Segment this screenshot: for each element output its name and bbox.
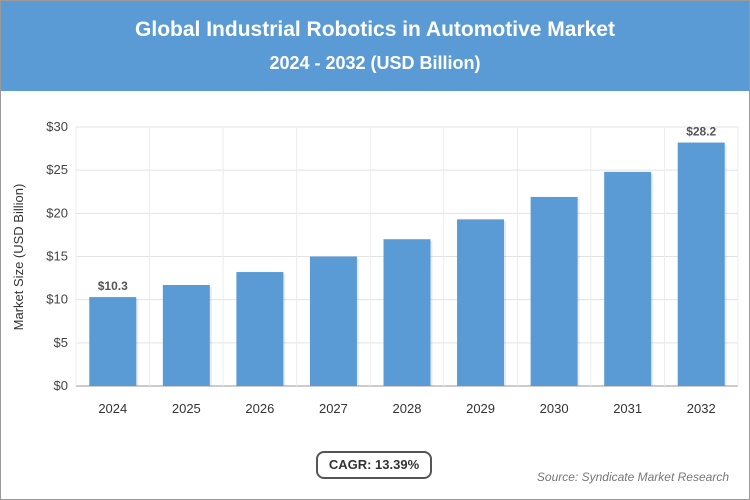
bar-2024 <box>89 297 137 386</box>
bar-2030 <box>530 196 578 386</box>
x-tick-label: 2032 <box>687 401 716 416</box>
y-tick-label: $30 <box>46 119 68 134</box>
bar-2031 <box>604 171 652 386</box>
bar-2028 <box>383 239 431 386</box>
chart-header: Global Industrial Robotics in Automotive… <box>1 1 749 91</box>
x-tick-label: 2024 <box>98 401 127 416</box>
x-tick-label: 2029 <box>466 401 495 416</box>
y-tick-label: $10 <box>46 292 68 307</box>
bar-2032 <box>677 142 725 386</box>
data-label: $10.3 <box>98 279 128 293</box>
y-tick-label: $0 <box>54 378 68 393</box>
x-tick-label: 2026 <box>245 401 274 416</box>
bar-2025 <box>162 284 210 386</box>
y-tick-label: $15 <box>46 249 68 264</box>
chart-title: Global Industrial Robotics in Automotive… <box>135 18 615 41</box>
source-note: Source: Syndicate Market Research <box>536 470 729 484</box>
bar-2027 <box>309 256 357 386</box>
bar-2026 <box>236 272 284 386</box>
x-tick-label: 2030 <box>540 401 569 416</box>
bar-2029 <box>457 219 505 386</box>
y-tick-label: $25 <box>46 162 68 177</box>
y-tick-label: $20 <box>46 205 68 220</box>
chart-subtitle: 2024 - 2032 (USD Billion) <box>269 53 481 73</box>
x-tick-label: 2027 <box>319 401 348 416</box>
x-tick-label: 2025 <box>172 401 201 416</box>
y-axis-label: Market Size (USD Billion) <box>11 184 26 331</box>
x-tick-label: 2028 <box>393 401 422 416</box>
x-tick-label: 2031 <box>613 401 642 416</box>
data-label: $28.2 <box>686 125 716 139</box>
cagr-badge: CAGR: 13.39% <box>316 451 432 479</box>
y-tick-label: $5 <box>54 335 68 350</box>
